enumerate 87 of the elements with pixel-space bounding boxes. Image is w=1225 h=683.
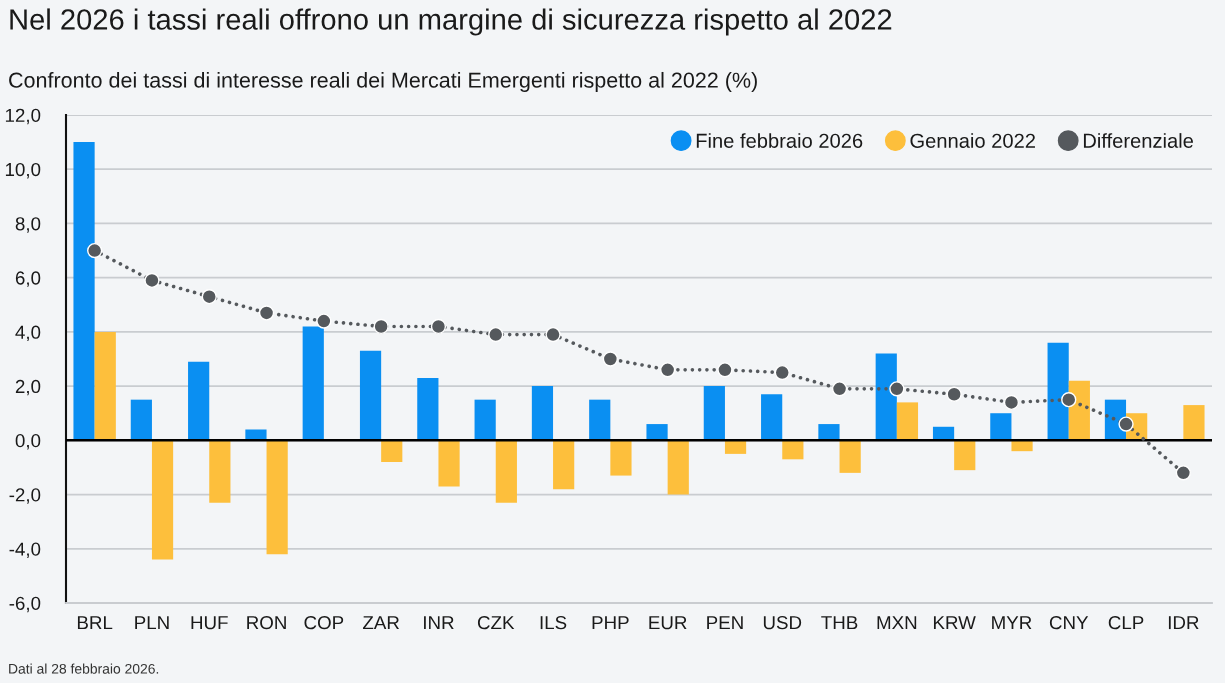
bar — [1183, 405, 1205, 441]
y-tick-label: -6,0 — [9, 596, 41, 613]
point — [717, 362, 733, 378]
y-tick-label: 2,0 — [15, 379, 41, 396]
bar — [302, 326, 324, 441]
chart-subtitle: Confronto dei tassi di interesse reali dei Mercati Emergenti rispetto al 2022 (%) — [9, 71, 757, 93]
bar — [589, 399, 611, 441]
x-tick-label: MXN — [877, 616, 917, 630]
bar — [703, 386, 725, 441]
bar — [438, 440, 460, 487]
x-tick-label: HUF — [191, 616, 228, 630]
point — [87, 242, 103, 259]
point — [660, 362, 676, 378]
bar — [896, 402, 919, 441]
bar — [761, 394, 783, 441]
point — [946, 386, 962, 402]
point — [373, 318, 389, 335]
point — [602, 351, 618, 367]
bar — [94, 331, 116, 441]
legend-label: Differenziale — [1083, 133, 1193, 148]
chart-title: Nel 2026 i tassi reali offrono un margine di sicurezza rispetto al 2022 — [10, 8, 892, 36]
bar — [359, 350, 382, 441]
point — [1061, 392, 1077, 408]
point — [316, 313, 332, 329]
y-tick-label: 4,0 — [15, 325, 41, 342]
x-tick-label: COP — [304, 616, 344, 630]
bar — [667, 440, 689, 495]
y-tick-label: 8,0 — [15, 217, 41, 233]
y-tick-label: 12,0 — [5, 108, 41, 125]
point — [545, 326, 561, 343]
bar — [209, 440, 231, 503]
point — [1175, 465, 1191, 481]
x-tick-label: CNY — [1049, 616, 1089, 630]
y-tick-label: -2,0 — [9, 488, 41, 504]
bar — [818, 424, 840, 441]
bar — [875, 353, 897, 441]
x-tick-label: MYR — [992, 616, 1032, 630]
bar — [1047, 342, 1069, 441]
point — [430, 318, 447, 335]
x-tick-label: KRW — [933, 616, 976, 630]
y-tick-label: 0,0 — [15, 434, 41, 450]
y-tick-label: -4,0 — [9, 542, 41, 558]
x-tick-label: EUR — [649, 616, 687, 630]
y-tick-label: 6,0 — [15, 271, 41, 287]
x-tick-label: USD — [763, 616, 802, 630]
bar — [266, 440, 288, 555]
point — [774, 364, 790, 381]
x-tick-label: CLP — [1108, 616, 1144, 630]
bar — [839, 440, 861, 473]
bar — [130, 399, 152, 441]
bar — [646, 424, 668, 441]
bar — [954, 440, 976, 471]
bar — [474, 399, 496, 441]
x-tick-label: BRL — [77, 616, 113, 630]
x-tick-label: THB — [821, 616, 858, 630]
x-tick-label: ILS — [540, 616, 567, 630]
x-tick-label: ZAR — [362, 616, 400, 630]
x-tick-label: RON — [247, 616, 286, 630]
point — [1118, 416, 1134, 432]
bar — [531, 386, 554, 441]
bar — [381, 440, 403, 463]
point — [1003, 394, 1020, 411]
point — [831, 381, 848, 397]
bar — [990, 413, 1012, 441]
text: Dati al 28 febbraio 2026. — [9, 663, 159, 674]
x-tick-label: PEN — [707, 616, 743, 630]
bar — [188, 361, 210, 441]
point — [201, 289, 217, 305]
bar — [495, 440, 517, 503]
x-tick-label: CZK — [477, 616, 515, 630]
legend-label: Gennaio 2022 — [910, 133, 1035, 148]
x-tick-label: PLN — [135, 616, 169, 630]
bar — [610, 440, 632, 476]
point — [144, 272, 160, 289]
point — [488, 326, 504, 343]
bar — [151, 440, 174, 560]
bar — [553, 440, 575, 490]
legend-label: Fine febbraio 2026 — [696, 133, 863, 148]
bar — [417, 377, 439, 441]
x-tick-label: IDR — [1168, 616, 1199, 630]
y-tick-label: 10,0 — [5, 162, 41, 179]
x-tick-label: INR — [424, 616, 454, 630]
x-tick-label: PHP — [592, 616, 629, 630]
bar — [73, 142, 95, 441]
point — [258, 305, 275, 321]
bar — [245, 429, 267, 441]
point — [889, 381, 905, 397]
